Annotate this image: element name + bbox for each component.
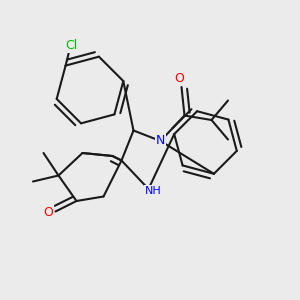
Text: O: O bbox=[43, 206, 53, 220]
Text: Cl: Cl bbox=[65, 39, 77, 52]
Text: O: O bbox=[174, 72, 184, 85]
Text: N: N bbox=[156, 134, 165, 148]
Text: NH: NH bbox=[145, 186, 161, 197]
